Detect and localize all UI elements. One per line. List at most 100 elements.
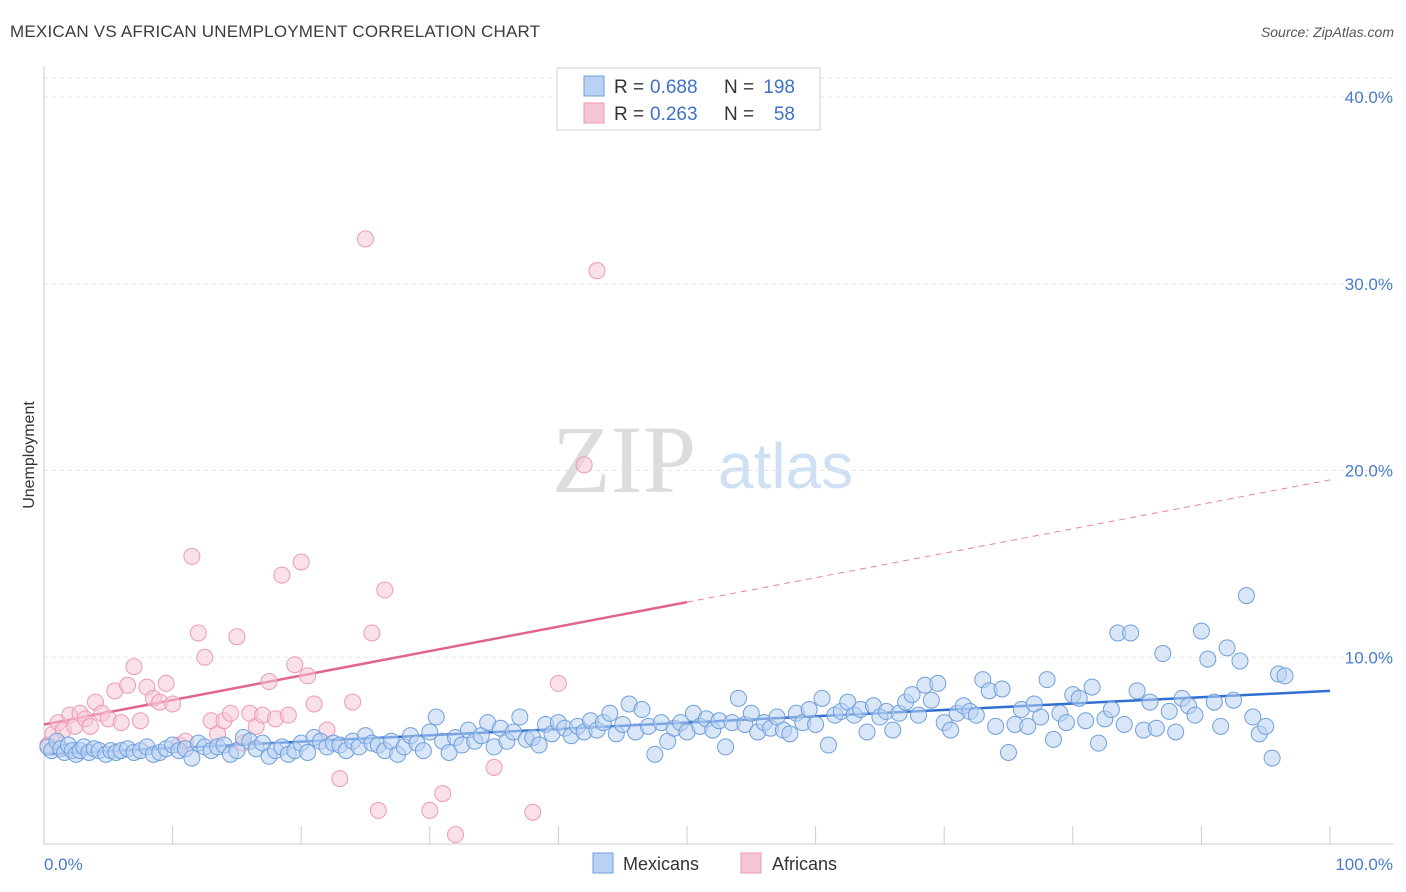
- point-africans-40: [286, 656, 304, 674]
- point-mexicans-166: [1077, 712, 1095, 730]
- point-africans-42: [299, 667, 317, 685]
- series-legend-label-mexicans: Mexicans: [623, 854, 699, 874]
- point-mexicans-78: [511, 708, 529, 726]
- point-africans-30: [221, 704, 239, 722]
- point-africans-52: [434, 785, 452, 803]
- point-mexicans-179: [1160, 702, 1178, 720]
- point-africans-20: [157, 674, 175, 692]
- watermark-zip: ZIP: [552, 406, 696, 513]
- point-africans-45: [331, 770, 349, 788]
- point-mexicans-190: [1231, 652, 1249, 670]
- point-africans-48: [363, 624, 381, 642]
- point-mexicans-160: [1038, 671, 1056, 689]
- point-mexicans-97: [633, 701, 651, 719]
- point-africans-26: [196, 648, 214, 666]
- point-mexicans-187: [1212, 717, 1230, 735]
- point-mexicans-183: [1186, 706, 1204, 724]
- point-mexicans-173: [1122, 624, 1140, 642]
- point-africans-50: [376, 581, 394, 599]
- point-africans-47: [357, 230, 374, 248]
- gridlines: [44, 77, 1394, 658]
- x-tick-label-min: 0.0%: [44, 855, 83, 874]
- point-mexicans-174: [1128, 682, 1146, 700]
- x-tick-label-max: 100.0%: [1335, 855, 1393, 874]
- point-mexicans-153: [993, 680, 1011, 698]
- point-mexicans-184: [1192, 622, 1210, 640]
- point-mexicans-140: [909, 706, 927, 724]
- y-axis-title: Unemployment: [21, 401, 38, 509]
- point-mexicans-176: [1141, 693, 1159, 711]
- legend-n-value-mexicans: 198: [763, 77, 795, 98]
- point-mexicans-125: [813, 689, 831, 707]
- point-mexicans-192: [1244, 708, 1262, 726]
- point-mexicans-195: [1263, 749, 1281, 767]
- legend-r-label-africans: R =: [614, 104, 644, 125]
- series-legend: Mexicans Africans: [592, 852, 837, 874]
- point-mexicans-67: [440, 743, 458, 761]
- point-africans-53: [447, 826, 465, 844]
- point-africans-24: [183, 547, 201, 565]
- point-mexicans-142: [922, 691, 940, 709]
- legend-n-value-africans: 58: [774, 104, 795, 125]
- legend-r-label-mexicans: R =: [614, 77, 644, 98]
- point-africans-16: [131, 712, 149, 730]
- point-mexicans-123: [800, 701, 818, 719]
- legend-swatch-mexicans: [583, 75, 605, 97]
- series-mexicans: [39, 587, 1294, 767]
- point-africans-56: [549, 674, 567, 692]
- point-mexicans-189: [1225, 691, 1243, 709]
- point-africans-39: [279, 706, 297, 724]
- correlation-legend: R = 0.688 N = 198 R = 0.263 N = 58: [556, 67, 821, 131]
- y-tick-label-40: 40.0%: [1345, 88, 1393, 107]
- chart-title: MEXICAN VS AFRICAN UNEMPLOYMENT CORRELAT…: [10, 22, 541, 41]
- point-mexicans-145: [942, 721, 960, 739]
- point-africans-43: [305, 695, 323, 713]
- point-mexicans-139: [903, 686, 921, 704]
- point-mexicans-188: [1218, 639, 1236, 657]
- point-africans-51: [421, 801, 439, 819]
- watermark: ZIP atlas: [552, 406, 853, 513]
- point-mexicans-45: [299, 743, 317, 761]
- legend-r-value-africans: 0.263: [650, 104, 698, 125]
- y-tick-label-20: 20.0%: [1345, 462, 1393, 481]
- point-mexicans-163: [1057, 714, 1075, 732]
- point-africans-25: [189, 624, 207, 642]
- point-africans-38: [273, 566, 291, 584]
- watermark-atlas: atlas: [718, 430, 853, 502]
- point-africans-36: [260, 673, 278, 691]
- point-africans-31: [228, 628, 246, 646]
- point-mexicans-165: [1070, 689, 1088, 707]
- point-mexicans-178: [1154, 645, 1172, 663]
- point-africans-15: [125, 658, 143, 676]
- point-africans-55: [524, 803, 542, 821]
- point-africans-57: [575, 456, 593, 474]
- point-mexicans-120: [781, 725, 799, 743]
- point-mexicans-191: [1237, 587, 1255, 605]
- point-mexicans-27: [183, 749, 201, 767]
- point-mexicans-65: [427, 708, 445, 726]
- point-africans-41: [292, 553, 310, 571]
- point-mexicans-124: [807, 715, 825, 733]
- point-mexicans-143: [929, 674, 947, 692]
- point-mexicans-99: [646, 745, 664, 763]
- point-africans-21: [164, 695, 182, 713]
- point-africans-58: [588, 262, 606, 280]
- y-tick-label-30: 30.0%: [1345, 275, 1393, 294]
- point-africans-49: [369, 801, 387, 819]
- y-tick-labels: 10.0% 20.0% 30.0% 40.0%: [1345, 88, 1393, 667]
- series-legend-swatch-mexicans: [592, 852, 614, 874]
- point-africans-13: [112, 714, 130, 732]
- point-mexicans-152: [987, 717, 1005, 735]
- series-legend-label-africans: Africans: [772, 854, 837, 874]
- chart-source: Source: ZipAtlas.com: [1260, 24, 1394, 40]
- legend-n-label-africans: N =: [724, 104, 754, 125]
- point-mexicans-186: [1205, 693, 1223, 711]
- point-mexicans-63: [414, 742, 432, 760]
- point-mexicans-172: [1115, 715, 1133, 733]
- point-africans-46: [344, 693, 362, 711]
- point-africans-8: [81, 717, 99, 735]
- point-mexicans-92: [601, 704, 619, 722]
- point-mexicans-126: [819, 736, 837, 754]
- point-mexicans-114: [742, 704, 760, 722]
